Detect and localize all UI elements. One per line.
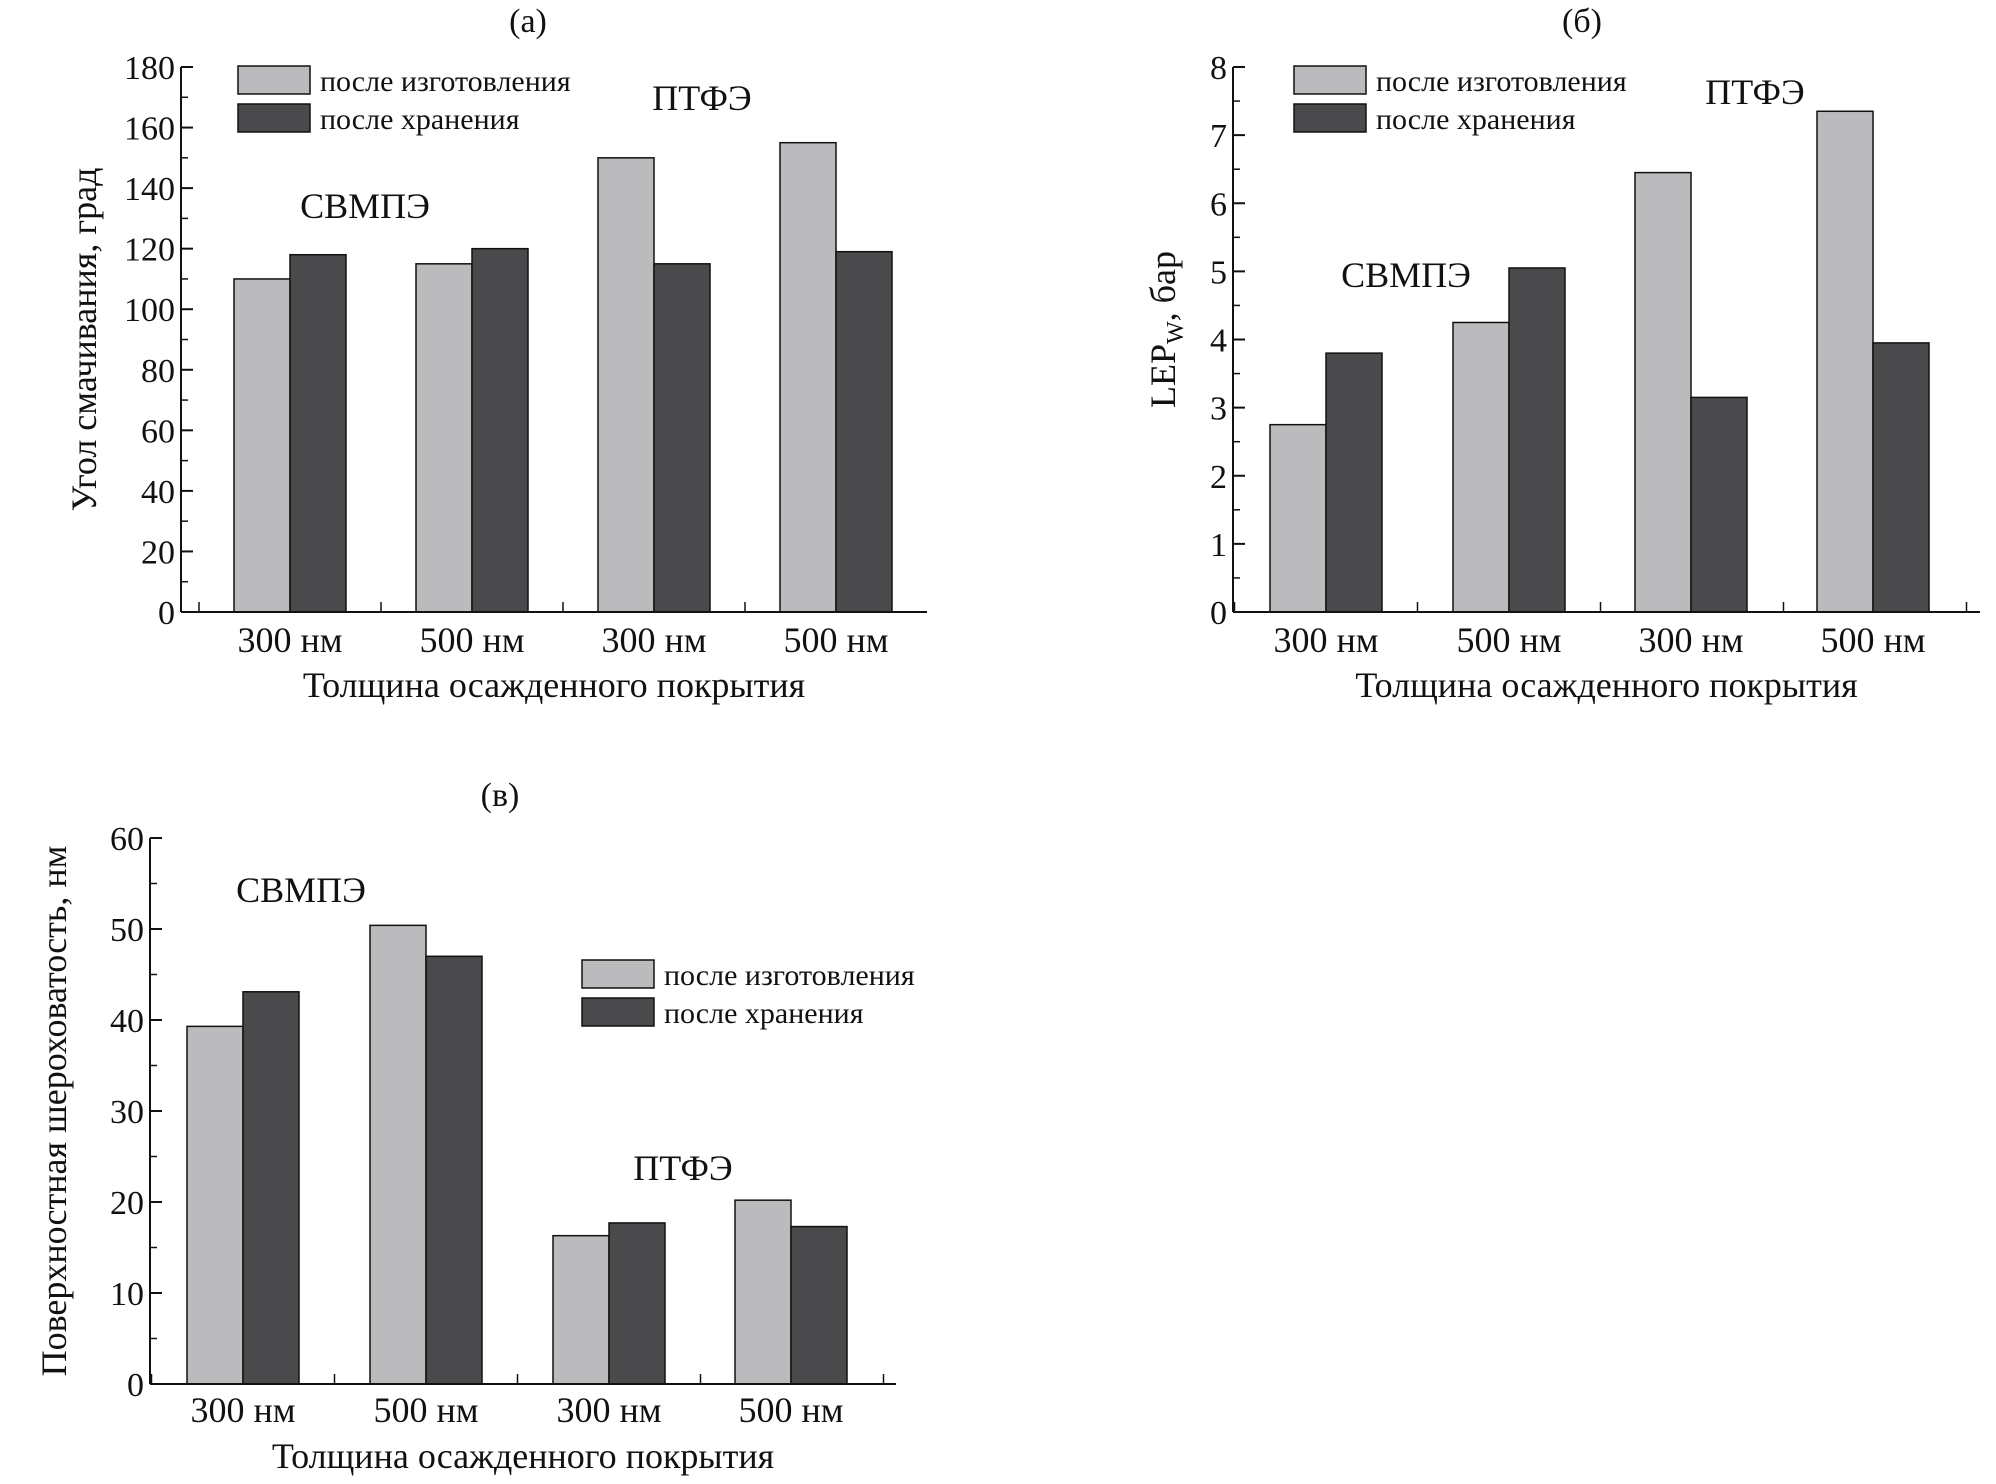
bar-s2-c3 bbox=[653, 263, 711, 613]
bar-s2-c2 bbox=[1508, 267, 1566, 613]
x-axis-title: Толщина осажденного покрытия bbox=[303, 665, 805, 705]
bar-s1-c3 bbox=[552, 1234, 610, 1385]
y-tick-label: 140 bbox=[124, 171, 175, 208]
legend-swatch-2 bbox=[581, 997, 655, 1027]
x-category-label: 300 нм bbox=[1638, 620, 1743, 660]
chart-panel-2: (в) 0 10 20 30 40 50 60 300 нм 500 нм 300 нм 500 нм… bbox=[34, 777, 915, 1476]
panel-label: (а) bbox=[509, 3, 547, 40]
y-axis-title-main: LEP bbox=[1143, 344, 1183, 408]
y-tick-label: 20 bbox=[141, 534, 175, 571]
y-axis-title: Угол смачивания, град bbox=[64, 168, 104, 512]
y-tick-label: 40 bbox=[141, 474, 175, 511]
bar-s1-c1 bbox=[233, 278, 291, 613]
y-tick-label: 1 bbox=[1210, 527, 1227, 564]
y-tick-label: 40 bbox=[110, 1003, 144, 1040]
y-tick-label: 20 bbox=[110, 1185, 144, 1222]
y-axis-title: Поверхностная шероховатость, нм bbox=[34, 846, 74, 1377]
y-tick-label: 80 bbox=[141, 353, 175, 390]
legend-label-2: после хранения bbox=[320, 103, 520, 136]
x-category-label: 500 нм bbox=[419, 620, 524, 660]
y-tick-label: 4 bbox=[1210, 323, 1227, 360]
bar-s1-c3 bbox=[597, 157, 655, 613]
legend-swatch-2 bbox=[1293, 103, 1367, 133]
bar-s2-c2 bbox=[471, 247, 529, 613]
y-axis-title: LEPW, бар bbox=[1143, 251, 1189, 408]
y-tick-label: 180 bbox=[124, 50, 175, 87]
y-tick-label: 0 bbox=[127, 1367, 144, 1404]
legend-swatch-1 bbox=[1293, 65, 1367, 95]
bar-s2-c3 bbox=[1690, 396, 1748, 613]
y-tick-label: 120 bbox=[124, 232, 175, 269]
y-tick-label: 60 bbox=[110, 821, 144, 858]
x-category-label: 300 нм bbox=[1273, 620, 1378, 660]
bar-s2-c1 bbox=[289, 253, 347, 613]
bar-s2-c3 bbox=[608, 1222, 666, 1385]
legend-label-1: после изготовления bbox=[320, 65, 571, 98]
y-tick-label: 5 bbox=[1210, 254, 1227, 291]
x-axis-title: Толщина осажденного покрытия bbox=[1355, 665, 1857, 705]
bar-s1-c3 bbox=[1634, 171, 1692, 613]
bar-s2-c2 bbox=[425, 955, 483, 1385]
panel-label: (б) bbox=[1562, 3, 1602, 40]
chart-panel-1: (б) 0 1 2 3 4 5 6 7 8 300 нм 500 нм 300 нм 500 нм Толщ… bbox=[1143, 3, 1980, 705]
bar-s2-c4 bbox=[835, 250, 893, 613]
y-tick-label: 60 bbox=[141, 413, 175, 450]
y-tick-label: 3 bbox=[1210, 391, 1227, 428]
bar-s1-c4 bbox=[1816, 110, 1874, 613]
annotation-left: СВМПЭ bbox=[1341, 255, 1471, 295]
legend-swatch-1 bbox=[581, 959, 655, 989]
x-category-label: 300 нм bbox=[237, 620, 342, 660]
x-axis-title: Толщина осажденного покрытия bbox=[272, 1436, 774, 1476]
bar-s1-c2 bbox=[1452, 321, 1510, 613]
y-tick-label: 10 bbox=[110, 1276, 144, 1313]
y-tick-label: 2 bbox=[1210, 459, 1227, 496]
legend-label-2: после хранения bbox=[1376, 103, 1576, 136]
legend: после изготовления после хранения bbox=[581, 959, 915, 1030]
bar-s1-c2 bbox=[415, 263, 473, 613]
y-axis-title-unit: , бар bbox=[1143, 251, 1183, 321]
y-tick-label: 0 bbox=[1210, 595, 1227, 632]
bar-s2-c1 bbox=[1325, 352, 1383, 613]
y-axis-title-subscript: W bbox=[1163, 321, 1189, 344]
y-tick-label: 0 bbox=[158, 595, 175, 632]
x-category-label: 300 нм bbox=[556, 1390, 661, 1430]
bar-s1-c1 bbox=[1269, 423, 1327, 613]
annotation-right: ПТФЭ bbox=[633, 1148, 732, 1188]
annotation-left: СВМПЭ bbox=[300, 186, 430, 226]
y-tick-label: 50 bbox=[110, 912, 144, 949]
x-category-label: 500 нм bbox=[373, 1390, 478, 1430]
legend-label-1: после изготовления bbox=[1376, 65, 1627, 98]
x-category-label: 300 нм bbox=[601, 620, 706, 660]
x-category-label: 300 нм bbox=[190, 1390, 295, 1430]
bar-s2-c1 bbox=[242, 991, 300, 1385]
y-tick-label: 30 bbox=[110, 1094, 144, 1131]
legend: после изготовления после хранения bbox=[237, 65, 571, 136]
chart-panel-0: (а) 0 20 40 60 80 100 120 140 160 180 300 нм 500 нм 3… bbox=[64, 3, 927, 705]
bar-s1-c1 bbox=[186, 1025, 244, 1385]
y-tick-label: 100 bbox=[124, 292, 175, 329]
bar-s1-c4 bbox=[734, 1199, 792, 1385]
x-category-label: 500 нм bbox=[1456, 620, 1561, 660]
legend-label-2: после хранения bbox=[664, 997, 864, 1030]
bar-s2-c4 bbox=[1872, 342, 1930, 613]
bar-s1-c2 bbox=[369, 924, 427, 1385]
bar-s1-c4 bbox=[779, 141, 837, 613]
legend: после изготовления после хранения bbox=[1293, 65, 1627, 136]
annotation-right: ПТФЭ bbox=[652, 78, 751, 118]
panel-label: (в) bbox=[481, 777, 520, 814]
x-category-label: 500 нм bbox=[738, 1390, 843, 1430]
x-category-label: 500 нм bbox=[1820, 620, 1925, 660]
legend-swatch-1 bbox=[237, 65, 311, 95]
legend-swatch-2 bbox=[237, 103, 311, 133]
x-category-label: 500 нм bbox=[783, 620, 888, 660]
bar-s2-c4 bbox=[790, 1225, 848, 1385]
y-tick-label: 7 bbox=[1210, 118, 1227, 155]
annotation-left: СВМПЭ bbox=[236, 870, 366, 910]
y-tick-label: 6 bbox=[1210, 186, 1227, 223]
legend-label-1: после изготовления bbox=[664, 959, 915, 992]
annotation-right: ПТФЭ bbox=[1705, 72, 1804, 112]
y-tick-label: 8 bbox=[1210, 50, 1227, 87]
y-tick-label: 160 bbox=[124, 111, 175, 148]
